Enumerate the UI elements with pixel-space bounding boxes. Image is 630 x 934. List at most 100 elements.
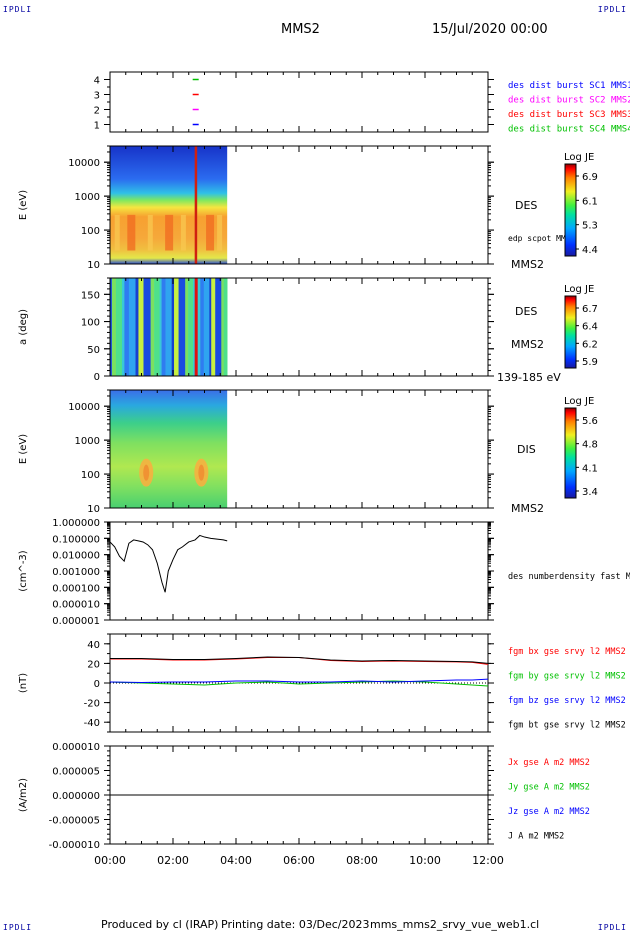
- des-energy-colorbar-tick-label: 6.1: [582, 196, 598, 207]
- des-pitch-stripe: [135, 278, 139, 376]
- y-tick-label: 0.001000: [52, 567, 100, 578]
- des-pitch-colorbar-tick-label: 5.9: [582, 357, 598, 368]
- des-pitch-ylabel: a (deg): [18, 309, 29, 345]
- des-pitch-stripe: [121, 278, 125, 376]
- bfield-legend-label: fgm bz gse srvy l2 MMS2: [508, 696, 626, 706]
- des-pitch-stripe: [215, 278, 222, 376]
- dis-energy-colorbar-tick-label: 5.6: [582, 416, 598, 427]
- y-tick-label: 10000: [68, 158, 100, 169]
- des-pitch-colorbar-tick-label: 6.7: [582, 304, 598, 315]
- sc-legend-label: des dist burst SC1 MMS1: [508, 81, 630, 91]
- des-pitch-stripe: [171, 278, 175, 376]
- des-pitch-tick-label: 50: [87, 345, 100, 356]
- y-tick-label: 1000: [75, 192, 100, 203]
- des-energy-colorbar-tick-label: 6.9: [582, 172, 598, 183]
- des-pitch-stripe: [165, 278, 172, 376]
- density-ylabel: (cm^-3): [18, 550, 29, 591]
- corner-tag-top-right: IPDLI: [597, 5, 627, 14]
- des-pitch-stripe: [154, 278, 160, 376]
- des-energy-band: [206, 214, 215, 251]
- bfield-ylabel: (nT): [18, 673, 29, 693]
- dis-energy-colorbar: [564, 407, 577, 499]
- dis-energy-hotspot-core: [143, 464, 150, 481]
- des-pitch-spike: [194, 278, 198, 376]
- des-pitch-colorbar: [564, 295, 577, 369]
- footer-credit: Produced by cl (IRAP): [101, 918, 219, 931]
- des-pitch-stripe: [128, 278, 136, 376]
- bfield-tick-label: 40: [87, 640, 100, 651]
- des-pitch-tick-label: 0: [94, 372, 100, 383]
- des-pitch-stripe: [174, 278, 179, 376]
- des-pitch-stripe: [143, 278, 151, 376]
- bfield-legend-label: fgm by gse srvy l2 MMS2: [508, 672, 626, 682]
- time-tick-label: 12:00: [472, 854, 504, 867]
- y-tick-label: 10000: [68, 402, 100, 413]
- des-pitch-colorbar-tick-label: 6.2: [582, 339, 598, 350]
- des-energy-band: [165, 214, 174, 251]
- des-pitch-stripe: [188, 278, 194, 376]
- y-tick-label: 100: [81, 470, 100, 481]
- y-tick-label: 100: [81, 226, 100, 237]
- des-energy-band: [217, 214, 223, 251]
- y-tick-label: 0.000010: [52, 600, 100, 611]
- corner-tag-bottom-right: IPDLI: [597, 923, 627, 932]
- des-pitch-sc-label: MMS2: [511, 338, 544, 351]
- sc-tick-label: 1: [94, 121, 100, 132]
- current-tick-label: 0.000005: [52, 767, 100, 778]
- bfield-tick-label: -20: [84, 699, 100, 710]
- des-pitch-range-label: 139-185 eV: [497, 371, 561, 384]
- current-legend-label: Jx gse A m2 MMS2: [508, 758, 590, 768]
- des-energy-band: [127, 214, 136, 251]
- time-tick-label: 08:00: [346, 854, 378, 867]
- sc-legend-label: des dist burst SC3 MMS3: [508, 110, 630, 120]
- dis-energy-hotspot-core: [198, 464, 205, 481]
- des-energy-band: [114, 214, 120, 251]
- sc-tick-label: 4: [94, 76, 100, 87]
- des-pitch-stripe: [185, 278, 189, 376]
- des-pitch-colorbar-tick-label: 6.4: [582, 322, 598, 333]
- des-energy-sc-label: MMS2: [511, 258, 544, 271]
- des-energy-band: [147, 214, 153, 251]
- des-energy-band: [180, 214, 186, 251]
- des-pitch-stripe: [221, 278, 225, 376]
- sc-tick-label: 2: [94, 106, 100, 117]
- bfield-line-blue: [109, 678, 489, 684]
- des-energy-spike: [194, 146, 198, 264]
- des-energy-colorbar: [564, 163, 577, 257]
- des-pitch-stripe: [159, 278, 162, 376]
- des-pitch-stripe: [223, 278, 228, 376]
- sc-indicator-frame: [109, 71, 489, 133]
- current-tick-label: -0.000005: [49, 816, 100, 827]
- y-tick-label: 0.100000: [52, 534, 100, 545]
- des-energy-name: DES: [515, 199, 537, 212]
- des-pitch-stripe: [110, 278, 113, 376]
- y-tick-label: 0.010000: [52, 551, 100, 562]
- y-tick-label: 10: [87, 504, 100, 515]
- y-tick-label: 0.000100: [52, 583, 100, 594]
- density-legend-label: des numberdensity fast M: [508, 572, 630, 582]
- des-pitch-stripe: [209, 278, 212, 376]
- des-energy-colorbar-tick-label: 4.4: [582, 245, 598, 256]
- dis-energy-colorbar-title: Log JE: [564, 396, 594, 407]
- des-pitch-stripe: [124, 278, 130, 376]
- bfield-tick-label: -40: [84, 718, 100, 729]
- footer-printing-date: Printing date: 03/Dec/2023: [221, 918, 370, 931]
- bfield-tick-label: 0: [94, 679, 100, 690]
- des-pitch-stripe: [150, 278, 155, 376]
- des-energy-extra-label: edp scpot MMS2: [508, 234, 576, 243]
- des-pitch-stripe: [138, 278, 144, 376]
- bfield-tick-label: 20: [87, 659, 100, 670]
- bfield-legend-label: fgm bt gse srvy l2 MMS2: [508, 721, 626, 731]
- des-pitch-stripe: [115, 278, 123, 376]
- dis-energy-colorbar-tick-label: 3.4: [582, 487, 598, 498]
- des-energy-ylabel: E (eV): [18, 190, 29, 220]
- footer-filename: mms_mms2_srvy_vue_web1.cl: [370, 918, 540, 931]
- time-tick-label: 00:00: [94, 854, 126, 867]
- dis-energy-spectrogram: [110, 390, 228, 508]
- dis-energy-ylabel: E (eV): [18, 434, 29, 464]
- des-pitch-tick-label: 100: [81, 318, 100, 329]
- sc-legend-label: des dist burst SC4 MMS4: [508, 125, 630, 135]
- time-tick-label: 04:00: [220, 854, 252, 867]
- current-tick-label: -0.000010: [49, 840, 100, 851]
- time-tick-label: 02:00: [157, 854, 189, 867]
